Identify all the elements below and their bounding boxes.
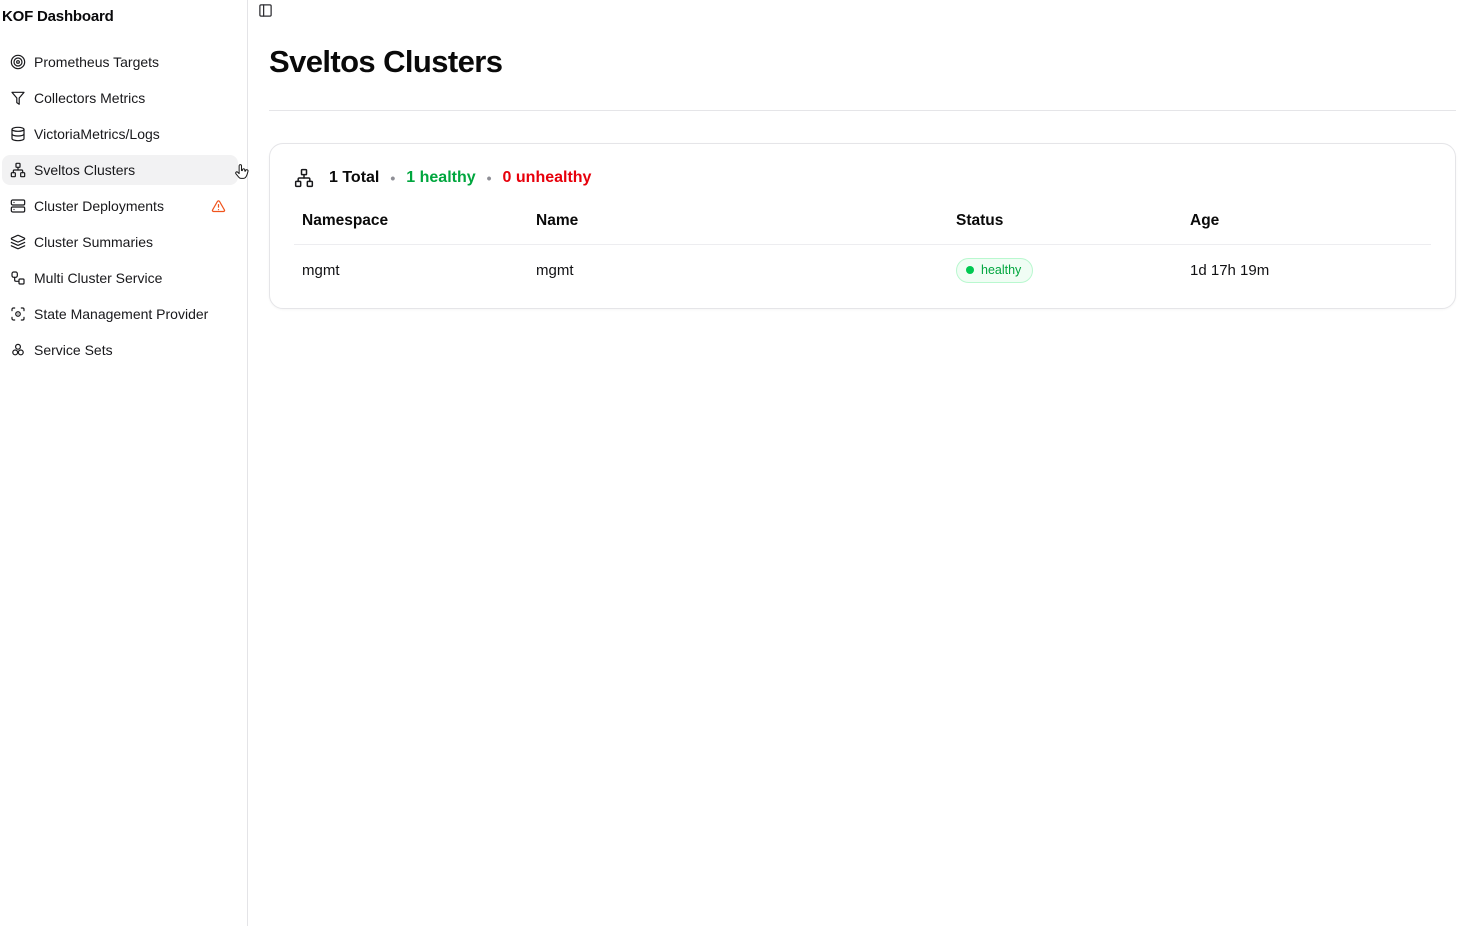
status-dot-icon — [966, 266, 974, 274]
sidebar-item-cluster-summaries[interactable]: Cluster Summaries — [2, 227, 238, 257]
network-icon — [294, 168, 314, 188]
sidebar-item-label: Sveltos Clusters — [34, 162, 136, 178]
clusters-table: Namespace Name Status Age mgmt mgmt hea — [294, 206, 1431, 299]
title-divider — [269, 110, 1456, 111]
column-header-namespace: Namespace — [294, 206, 528, 245]
sidebar-item-label: Service Sets — [34, 342, 113, 358]
sidebar-item-label: Collectors Metrics — [34, 90, 146, 106]
total-count: 1 Total — [329, 169, 380, 186]
layers-icon — [10, 234, 26, 250]
alert-triangle-icon — [211, 199, 226, 212]
column-header-name: Name — [528, 206, 948, 245]
status-badge: healthy — [956, 258, 1034, 283]
panel-left-icon — [258, 4, 272, 17]
sidebar-item-victoriametrics-logs[interactable]: VictoriaMetrics/Logs — [2, 119, 238, 149]
cell-namespace: mgmt — [302, 262, 340, 279]
cell-status: healthy — [948, 245, 1182, 300]
page-title: Sveltos Clusters — [269, 44, 503, 79]
summary-bar: 1 Total • 1 healthy • 0 unhealthy — [294, 168, 1431, 188]
sidebar-item-label: VictoriaMetrics/Logs — [34, 126, 160, 142]
dot-separator: • — [486, 170, 492, 186]
sidebar-item-label: Cluster Deployments — [34, 198, 164, 214]
sidebar-item-collectors-metrics[interactable]: Collectors Metrics — [2, 83, 238, 113]
main-content: Sveltos Clusters 1 Total • 1 healthy • 0… — [248, 0, 1470, 926]
server-icon — [10, 199, 26, 213]
sidebar-nav: Prometheus Targets Collectors Metrics Vi… — [2, 47, 238, 365]
sidebar-item-multi-cluster-service[interactable]: Multi Cluster Service — [2, 263, 238, 293]
sidebar-item-label: Cluster Summaries — [34, 234, 154, 250]
sidebar-item-service-sets[interactable]: Service Sets — [2, 335, 238, 365]
sidebar: KOF Dashboard Prometheus Targets Collect… — [0, 0, 248, 926]
sidebar-item-state-management-provider[interactable]: State Management Provider — [2, 299, 238, 329]
sidebar-item-sveltos-clusters[interactable]: Sveltos Clusters — [2, 155, 238, 185]
database-icon — [11, 126, 25, 142]
target-icon — [10, 54, 26, 70]
clusters-card: 1 Total • 1 healthy • 0 unhealthy Namesp… — [269, 143, 1456, 309]
network-icon — [10, 162, 26, 178]
table-header-row: Namespace Name Status Age — [294, 206, 1431, 245]
unhealthy-count: 0 unhealthy — [502, 169, 592, 186]
healthy-count: 1 healthy — [406, 169, 476, 186]
sidebar-item-cluster-deployments[interactable]: Cluster Deployments — [2, 191, 238, 221]
workflow-icon — [11, 271, 25, 285]
sidebar-item-prometheus-targets[interactable]: Prometheus Targets — [2, 47, 238, 77]
column-header-age: Age — [1182, 206, 1431, 245]
status-badge-label: healthy — [981, 263, 1022, 277]
grapes-icon — [12, 343, 24, 356]
focus-icon — [11, 307, 25, 321]
sidebar-item-label: State Management Provider — [34, 306, 209, 322]
cell-age: 1d 17h 19m — [1190, 262, 1270, 279]
app-title: KOF Dashboard — [2, 8, 114, 25]
dot-separator: • — [390, 170, 396, 186]
column-header-status: Status — [948, 206, 1182, 245]
funnel-icon — [11, 91, 25, 105]
sidebar-item-label: Prometheus Targets — [34, 54, 160, 70]
sidebar-item-label: Multi Cluster Service — [34, 270, 163, 286]
sidebar-toggle-button[interactable] — [257, 3, 273, 19]
cell-name: mgmt — [536, 262, 574, 279]
table-row: mgmt mgmt healthy 1d 17h 19m — [294, 245, 1431, 300]
